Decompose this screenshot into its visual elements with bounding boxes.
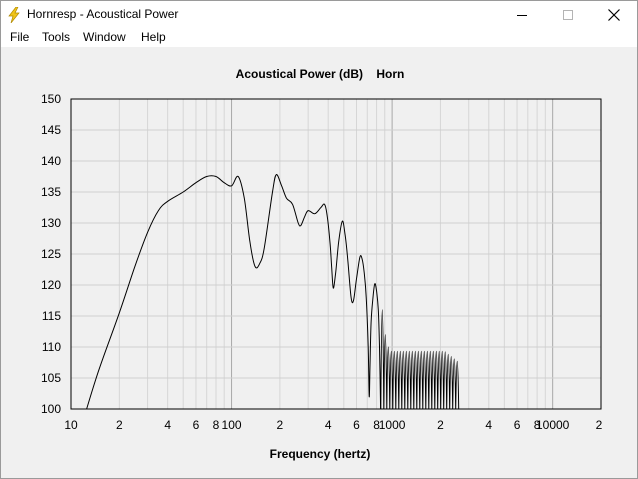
minimize-icon [517, 15, 527, 16]
menu-bar: File Tools Window Help [1, 29, 637, 47]
minimize-button[interactable] [499, 1, 545, 29]
y-tick-label: 150 [41, 92, 61, 106]
x-tick-label: 8 [213, 418, 220, 432]
chart-title: Acoustical Power (dB) Horn [236, 67, 405, 81]
x-tick-label: 2 [437, 418, 444, 432]
close-icon [608, 9, 620, 21]
x-tick-label: 2 [596, 418, 603, 432]
menu-help[interactable]: Help [141, 30, 166, 44]
x-tick-label: 4 [164, 418, 171, 432]
y-tick-label: 125 [41, 247, 61, 261]
x-tick-label: 6 [353, 418, 360, 432]
x-tick-label: 2 [116, 418, 123, 432]
maximize-button[interactable] [545, 1, 591, 29]
x-tick-label: 4 [485, 418, 492, 432]
menu-file[interactable]: File [10, 30, 30, 44]
y-tick-label: 100 [41, 402, 61, 416]
y-tick-label: 105 [41, 371, 61, 385]
chart-area: Acoustical Power (dB) Horn 150 145 140 135 1… [1, 47, 637, 478]
x-tick-label: 8 [534, 418, 541, 432]
power-response-line [86, 174, 382, 410]
chart-grid [71, 99, 601, 409]
y-tick-label: 135 [41, 185, 61, 199]
plot-frame [70, 98, 602, 410]
x-tick-label: 6 [514, 418, 521, 432]
menu-window[interactable]: Window [83, 30, 126, 44]
y-tick-label: 140 [41, 154, 61, 168]
close-button[interactable] [591, 1, 637, 29]
y-tick-label: 120 [41, 278, 61, 292]
x-tick-label: 10000 [536, 418, 570, 432]
x-axis-label: Frequency (hertz) [270, 447, 371, 461]
power-response-comb [380, 309, 460, 410]
x-tick-label: 4 [325, 418, 332, 432]
x-tick-label: 6 [193, 418, 200, 432]
maximize-icon [563, 10, 573, 20]
window-title: Hornresp - Acoustical Power [27, 7, 179, 21]
y-tick-label: 145 [41, 123, 61, 137]
comb-oscillation-line [380, 309, 460, 410]
x-tick-label: 8 [373, 418, 380, 432]
acoustical-power-chart: Acoustical Power (dB) Horn 150 145 140 135 1… [41, 67, 603, 461]
x-tick-label: 2 [277, 418, 284, 432]
title-bar[interactable]: Hornresp - Acoustical Power [1, 1, 637, 29]
menu-tools[interactable]: Tools [42, 30, 71, 44]
lightning-bolt-icon [8, 7, 20, 23]
y-tick-label: 110 [42, 340, 61, 354]
y-tick-label: 130 [41, 216, 61, 230]
x-tick-label: 100 [222, 418, 242, 432]
y-tick-label: 115 [42, 309, 61, 323]
x-tick-label: 1000 [379, 418, 406, 432]
x-tick-label: 10 [64, 418, 78, 432]
